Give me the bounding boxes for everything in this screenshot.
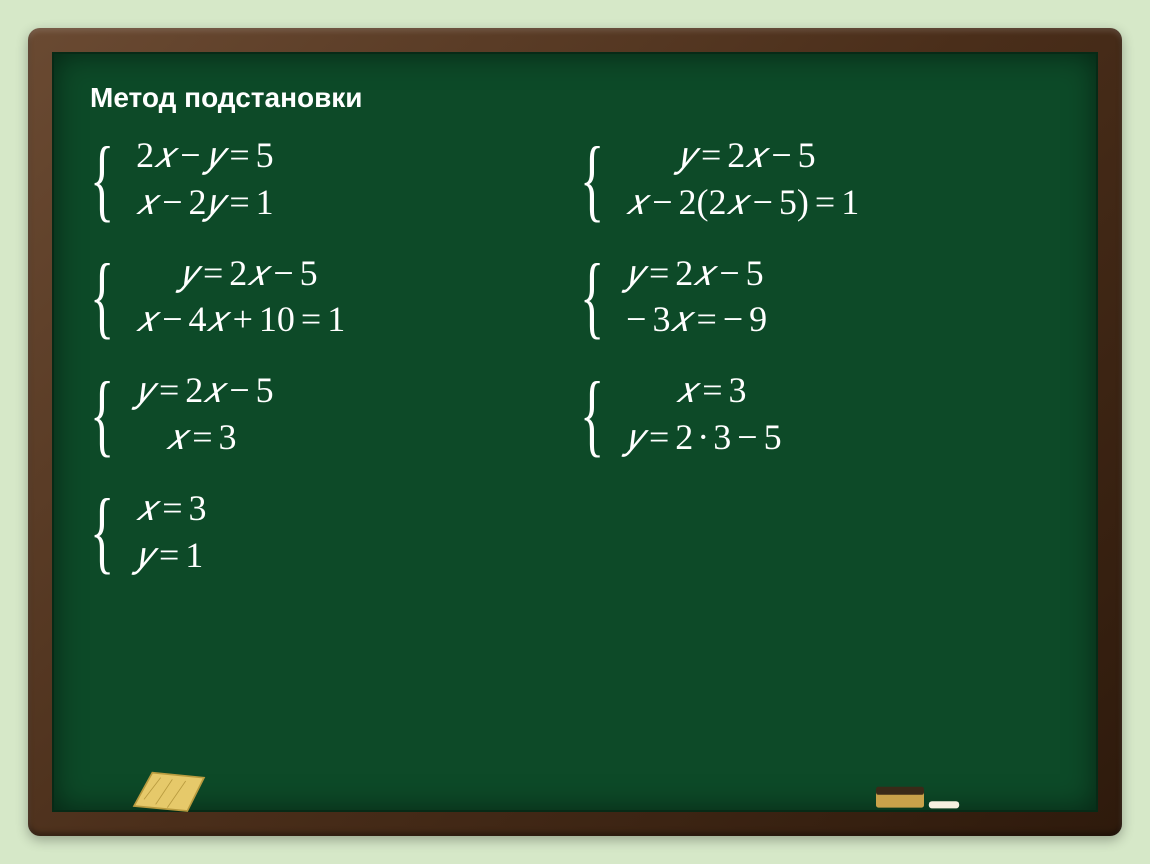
equation: 𝑥=3 [136,485,206,532]
equation: 𝑦=2·3−5 [626,414,781,461]
equation: 𝑦=2𝑥−5 [626,250,767,297]
math-content: { 2𝑥−𝑦=5 𝑥−2𝑦=1 { 𝑦=2𝑥−5 𝑥−2(2𝑥−5)=1 { 𝑦… [90,132,1060,578]
equation: 𝑦=1 [136,532,206,579]
system-7: { 𝑥=3 𝑦=1 [90,485,570,579]
equation: 𝑥=3 [626,367,781,414]
system-1: { 2𝑥−𝑦=5 𝑥−2𝑦=1 [90,132,570,226]
equation: −3𝑥=−9 [626,296,767,343]
system-2: { 𝑦=2𝑥−5 𝑥−2(2𝑥−5)=1 [580,132,1060,226]
brace-icon: { [90,382,114,446]
system-5: { 𝑦=2𝑥−5 𝑥=3 [90,367,570,461]
page-title: Метод подстановки [90,82,1060,114]
equation: 𝑦=2𝑥−5 [136,250,345,297]
system-4: { 𝑦=2𝑥−5 −3𝑥=−9 [580,250,1060,344]
equation: 𝑦=2𝑥−5 [136,367,274,414]
system-6: { 𝑥=3 𝑦=2·3−5 [580,367,1060,461]
cloth-icon [124,766,214,816]
chalkboard-frame: Метод подстановки { 2𝑥−𝑦=5 𝑥−2𝑦=1 { 𝑦=2𝑥… [28,28,1122,836]
equation: 𝑦=2𝑥−5 [626,132,859,179]
brace-icon: { [580,382,604,446]
eraser-chalk-icon [866,774,966,814]
equation: 𝑥−2(2𝑥−5)=1 [626,179,859,226]
chalkboard: Метод подстановки { 2𝑥−𝑦=5 𝑥−2𝑦=1 { 𝑦=2𝑥… [52,52,1098,812]
brace-icon: { [90,264,114,328]
equation: 𝑥−4𝑥+10=1 [136,296,345,343]
brace-icon: { [90,499,114,563]
brace-icon: { [90,147,114,211]
brace-icon: { [580,264,604,328]
equation: 2𝑥−𝑦=5 [136,132,274,179]
brace-icon: { [580,147,604,211]
system-3: { 𝑦=2𝑥−5 𝑥−4𝑥+10=1 [90,250,570,344]
equation: 𝑥−2𝑦=1 [136,179,274,226]
equation: 𝑥=3 [136,414,274,461]
